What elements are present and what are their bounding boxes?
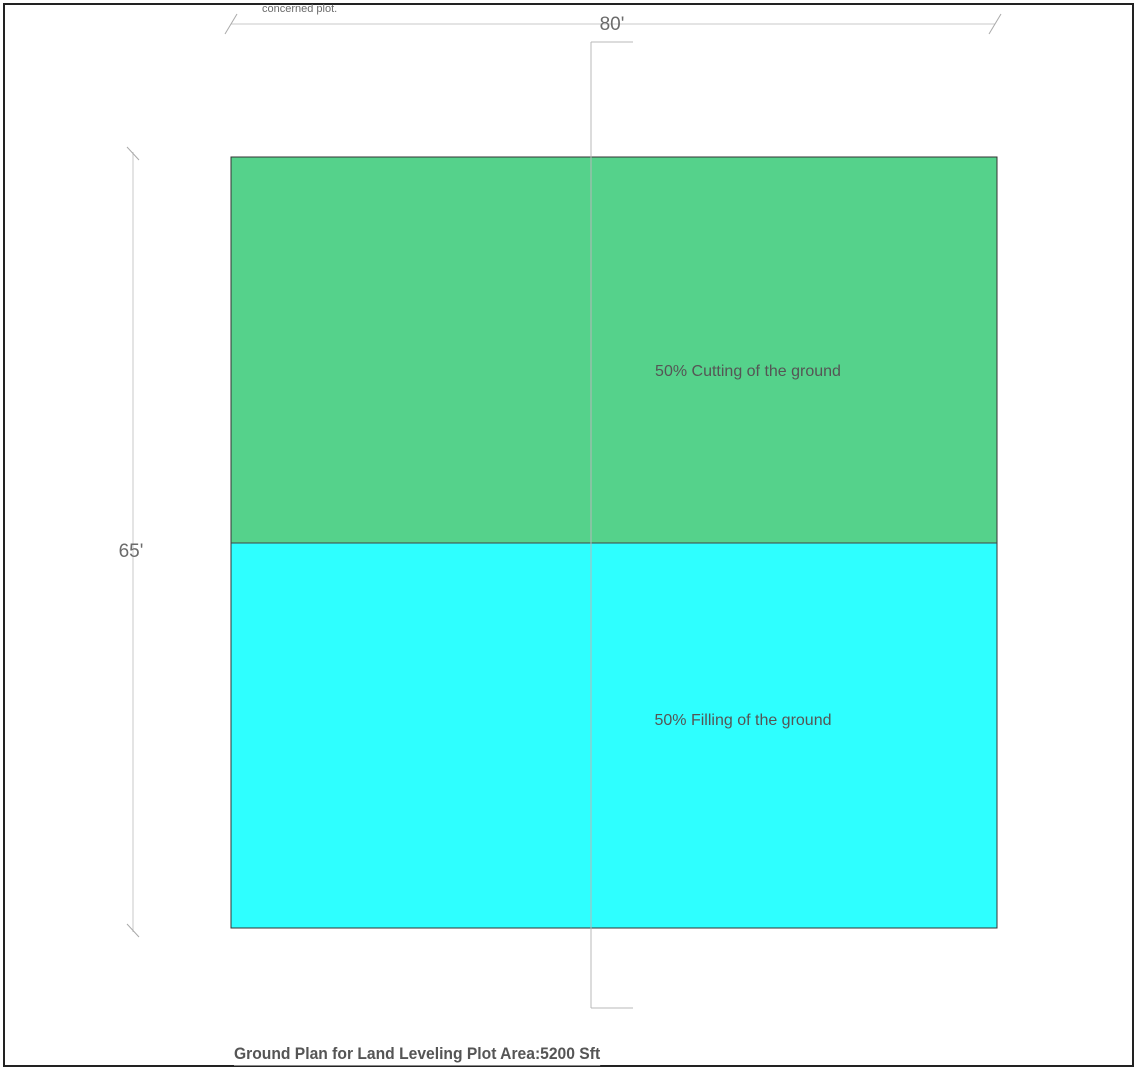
filling-zone [230,542,998,929]
drawing-frame [3,3,1134,1067]
section-line [590,41,633,1009]
width-label: 80' [600,14,625,35]
cutting-zone [230,156,998,544]
top-note: concerned plot. [262,3,337,15]
height-label: 65' [119,541,144,562]
filling-label: 50% Filling of the ground [655,712,832,729]
cutting-label: 50% Cutting of the ground [655,363,841,380]
height-dimension: 65' [119,146,144,938]
plan-title: Ground Plan for Land Leveling Plot Area:… [234,1044,601,1066]
width-dimension: 80' [224,13,1002,35]
